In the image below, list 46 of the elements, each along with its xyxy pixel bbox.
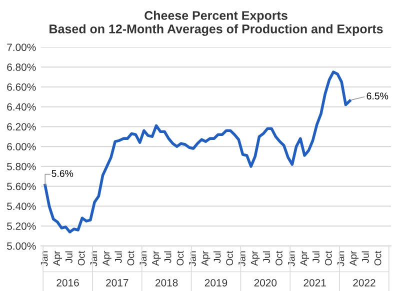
- x-tick-label: Jul: [262, 251, 270, 264]
- y-tick-label: 6.80%: [7, 64, 36, 71]
- annotation: 5.6%: [52, 170, 74, 177]
- x-tick-label: Oct: [374, 250, 382, 266]
- x-tick-label: Jul: [114, 251, 122, 264]
- annotation: 6.5%: [366, 92, 388, 100]
- x-tick-label: Apr: [152, 250, 161, 266]
- y-tick-label: 5.80%: [7, 162, 36, 170]
- text: 2017: [106, 279, 128, 286]
- x-tick-label: Apr: [250, 250, 260, 266]
- x-tick-label: Oct: [78, 250, 85, 266]
- x-tick-label: Oct: [176, 250, 184, 266]
- y-tick-label: 6.40%: [7, 103, 36, 111]
- x-tick-label: Jul: [214, 251, 221, 264]
- y-tick-label: 6.00%: [7, 143, 36, 150]
- y-tick-label: 6.60%: [7, 83, 36, 91]
- y-tick-label: 5.60%: [7, 182, 36, 190]
- y-tick-label: 7.00%: [7, 44, 36, 52]
- x-tick-label: Jul: [65, 251, 72, 264]
- x-tick-label: Oct: [127, 250, 134, 266]
- x-tick-label: Jan: [40, 251, 48, 266]
- text: 2022: [353, 279, 376, 286]
- text: 2020: [254, 279, 277, 286]
- x-tick-label: Apr: [202, 250, 210, 266]
- x-tick-label: Jul: [164, 251, 172, 264]
- chart-title: Cheese Percent Exports Based on 12-Month Averages of Production and Exports: [50, 10, 383, 36]
- text: 2019: [204, 279, 228, 286]
- text: 2016: [56, 279, 79, 286]
- y-tick-label: 5.40%: [7, 202, 36, 210]
- x-tick-label: Oct: [226, 250, 234, 266]
- x-tick-label: Oct: [324, 250, 332, 266]
- text: 2018: [156, 279, 178, 286]
- x-tick-label: Apr: [102, 250, 112, 266]
- y-tick-label: 6.20%: [7, 123, 36, 131]
- x-tick-label: Oct: [276, 250, 282, 266]
- text: 2021: [304, 279, 326, 286]
- x-tick-label: Jan: [90, 251, 98, 266]
- x-tick-label: Apr: [300, 250, 310, 266]
- x-tick-label: Jul: [312, 251, 320, 264]
- x-tick-label: Jul: [362, 251, 369, 264]
- x-tick-label: Jan: [337, 251, 344, 266]
- x-tick-label: Apr: [350, 250, 358, 266]
- y-tick-label: 5.20%: [7, 222, 36, 230]
- line-series: [44, 70, 352, 234]
- x-tick-label: Apr: [53, 250, 62, 266]
- y-tick-label: 5.00%: [7, 242, 36, 250]
